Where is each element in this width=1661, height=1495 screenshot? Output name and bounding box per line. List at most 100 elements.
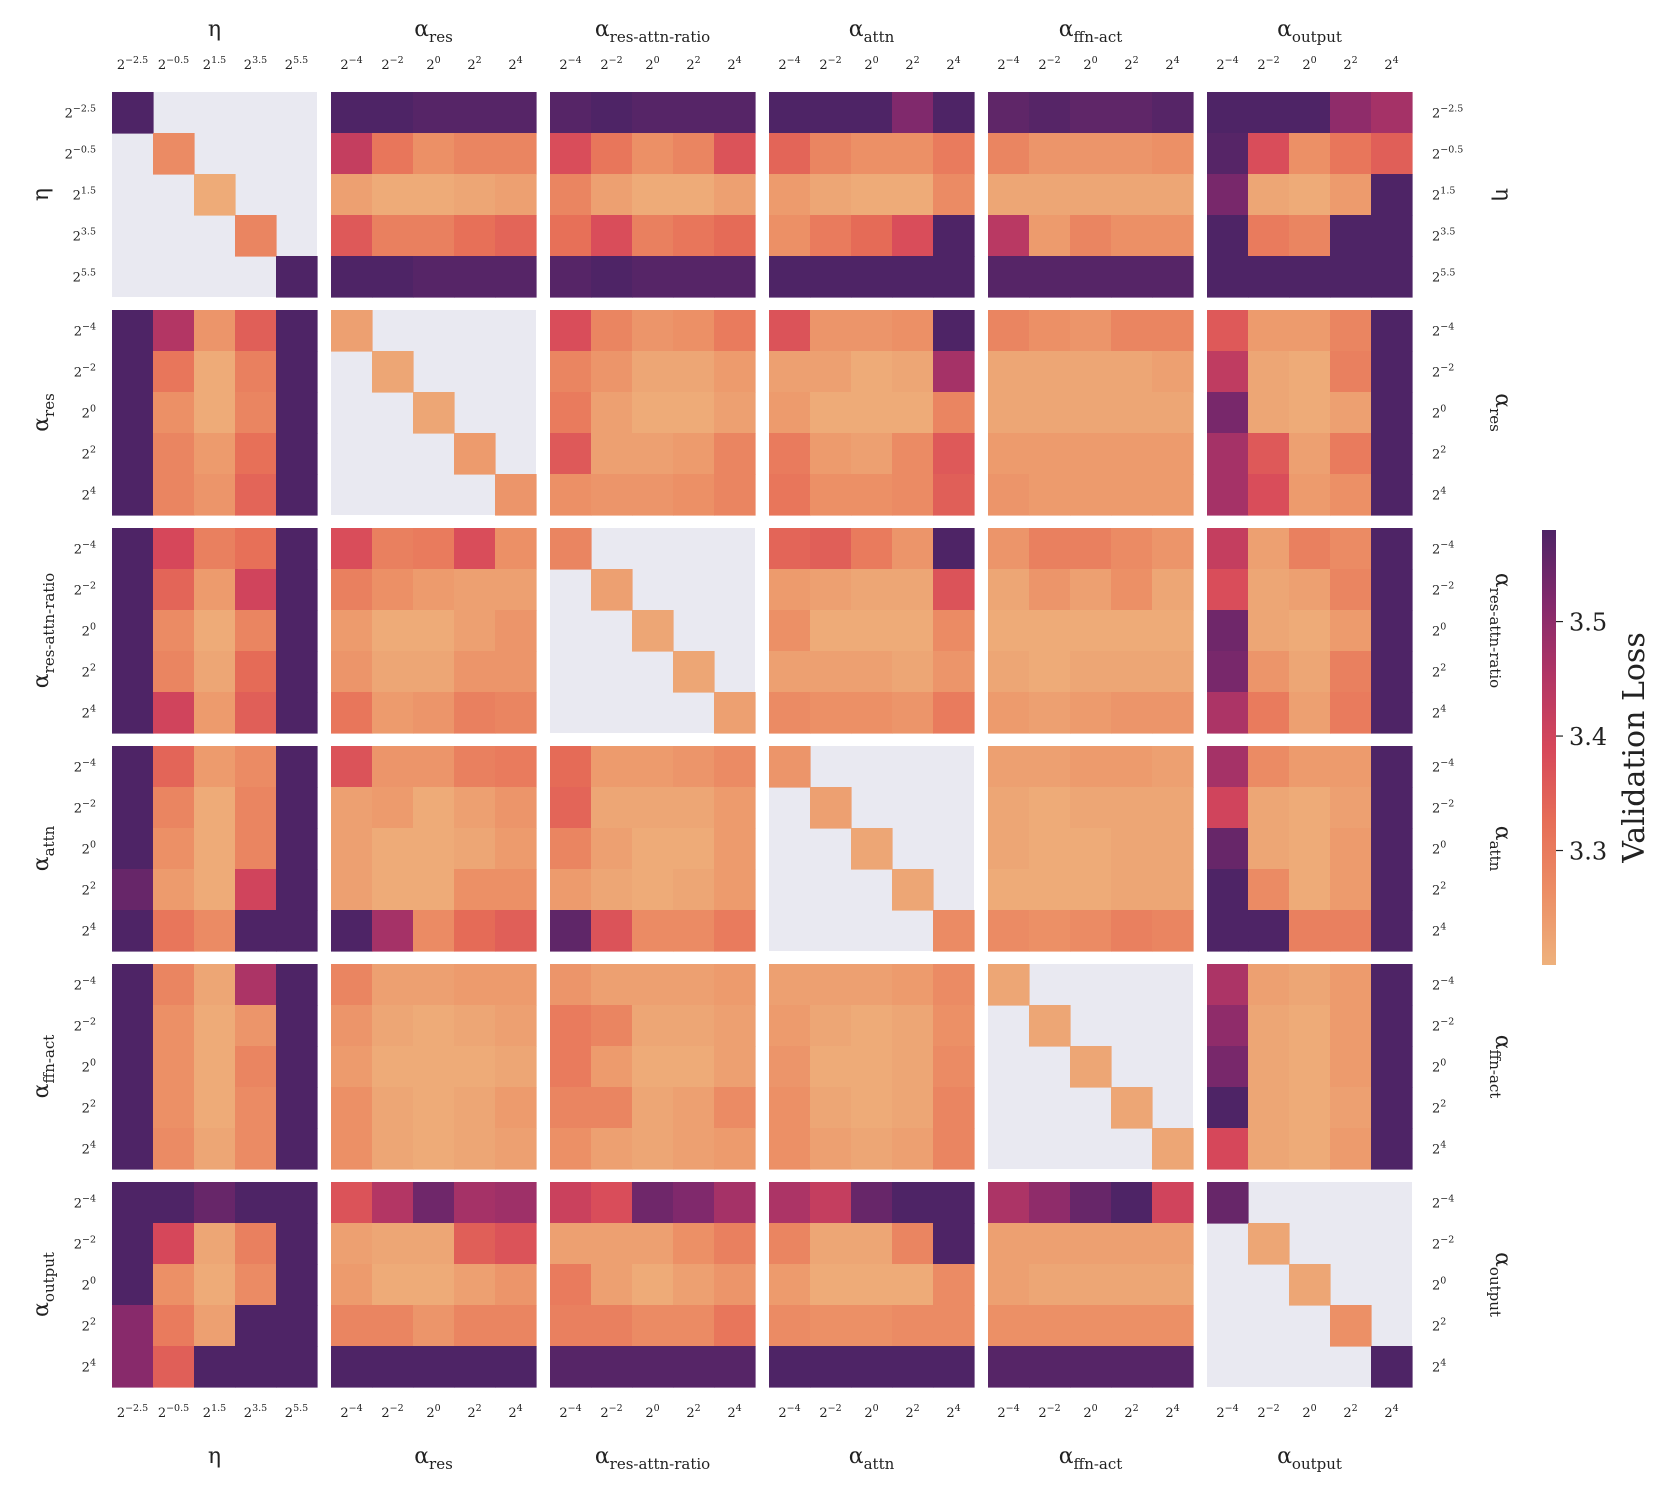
tick-exponent: 3.5 bbox=[252, 55, 267, 66]
left-tick-label: 24 bbox=[82, 1358, 96, 1376]
tick-base: 2 bbox=[1216, 58, 1224, 73]
tick-exponent: −4 bbox=[1440, 1194, 1454, 1205]
tick-exponent: 0 bbox=[90, 1276, 96, 1287]
heatmap-cell bbox=[1330, 256, 1372, 298]
param-subscript: ffn-act bbox=[1074, 28, 1123, 46]
heatmap-cell bbox=[851, 215, 893, 257]
heatmap-cell bbox=[851, 1305, 893, 1347]
heatmap-panel-eta-vs-eta bbox=[112, 92, 318, 298]
heatmap-cell bbox=[933, 174, 975, 216]
tick-base: 2 bbox=[864, 58, 872, 73]
left-tick-label: 2−2 bbox=[74, 363, 96, 381]
heatmap-cell bbox=[851, 828, 893, 870]
heatmap-cell bbox=[769, 569, 811, 611]
heatmap-cell bbox=[851, 351, 893, 393]
heatmap-cell bbox=[495, 964, 537, 1006]
left-tick-label: 2−2.5 bbox=[65, 104, 96, 122]
heatmap-cell bbox=[1371, 964, 1413, 1006]
top-tick-label: 2−0.5 bbox=[158, 55, 189, 73]
heatmap-cell bbox=[495, 1223, 537, 1265]
tick-base: 2 bbox=[1432, 625, 1440, 640]
tick-base: 2 bbox=[1432, 543, 1440, 558]
tick-base: 2 bbox=[1432, 148, 1440, 163]
bottom-tick-label: 2−4 bbox=[778, 1403, 800, 1421]
tick-exponent: −2 bbox=[1266, 1403, 1280, 1414]
heatmap-cell bbox=[153, 133, 195, 175]
left-tick-label: 24 bbox=[82, 704, 96, 722]
heatmap-cell bbox=[372, 1305, 414, 1347]
param-symbol: α bbox=[1277, 17, 1292, 42]
heatmap-cell bbox=[413, 133, 455, 175]
tick-base: 2 bbox=[82, 448, 90, 463]
heatmap-cell bbox=[851, 133, 893, 175]
top-tick-label: 20 bbox=[426, 55, 440, 73]
left-tick-label: 24 bbox=[82, 486, 96, 504]
heatmap-cell bbox=[1029, 692, 1071, 734]
heatmap-cell bbox=[1289, 787, 1331, 829]
tick-base: 2 bbox=[1432, 925, 1440, 940]
tick-base: 2 bbox=[778, 58, 786, 73]
heatmap-cell bbox=[454, 215, 496, 257]
heatmap-cell bbox=[331, 1087, 373, 1129]
param-subscript: output bbox=[1486, 1267, 1504, 1317]
left-param-label: αattn bbox=[29, 825, 58, 871]
tick-base: 2 bbox=[1432, 1143, 1440, 1158]
right-tick-label: 2−4 bbox=[1432, 322, 1454, 340]
top-tick-label: 22 bbox=[467, 55, 481, 73]
param-symbol: η bbox=[208, 1444, 221, 1469]
heatmap-cell bbox=[673, 215, 715, 257]
tick-base: 2 bbox=[1124, 1406, 1132, 1421]
heatmap-cell bbox=[851, 1005, 893, 1047]
heatmap-cell bbox=[153, 433, 195, 475]
heatmap-cell bbox=[1152, 528, 1194, 570]
tick-base: 2 bbox=[74, 325, 82, 340]
heatmap-panel-res-vs-out bbox=[1207, 310, 1413, 516]
heatmap-cell bbox=[372, 610, 414, 652]
heatmap-cell bbox=[550, 1223, 592, 1265]
param-symbol: α bbox=[849, 1444, 864, 1469]
heatmap-cell bbox=[591, 351, 633, 393]
heatmap-cell bbox=[550, 433, 592, 475]
heatmap-cell bbox=[1029, 174, 1071, 216]
param-subscript: output bbox=[1292, 28, 1342, 46]
heatmap-cell bbox=[1248, 787, 1290, 829]
heatmap-cell bbox=[331, 1128, 373, 1170]
heatmap-cell bbox=[851, 1087, 893, 1129]
left-tick-label: 2−4 bbox=[74, 758, 96, 776]
tick-base: 2 bbox=[1432, 761, 1440, 776]
heatmap-cell bbox=[988, 964, 1030, 1006]
tick-exponent: 2 bbox=[695, 55, 701, 66]
heatmap-cell bbox=[851, 92, 893, 134]
heatmap-cell bbox=[851, 1346, 893, 1388]
heatmap-cell bbox=[413, 1264, 455, 1306]
heatmap-cell bbox=[591, 1046, 633, 1088]
heatmap-cell bbox=[1029, 133, 1071, 175]
bottom-param-label: η bbox=[208, 1444, 221, 1469]
heatmap-cell bbox=[892, 528, 934, 570]
left-param-label: αffn-act bbox=[29, 1035, 58, 1099]
heatmap-cell bbox=[194, 651, 236, 693]
heatmap-cell bbox=[550, 1264, 592, 1306]
heatmap-cell bbox=[194, 610, 236, 652]
heatmap-cell bbox=[550, 351, 592, 393]
tick-exponent: 4 bbox=[1393, 55, 1399, 66]
heatmap-cell bbox=[632, 910, 674, 952]
left-tick-label: 20 bbox=[82, 1058, 96, 1076]
left-param-label: αres-attn-ratio bbox=[29, 573, 58, 688]
heatmap-cell bbox=[194, 569, 236, 611]
tick-exponent: −4 bbox=[349, 1403, 363, 1414]
tick-exponent: 0 bbox=[1092, 1403, 1098, 1414]
heatmap-cell bbox=[1289, 651, 1331, 693]
heatmap-cell bbox=[495, 92, 537, 134]
heatmap-cell bbox=[1029, 869, 1071, 911]
heatmap-cell bbox=[933, 610, 975, 652]
heatmap-cell bbox=[673, 1346, 715, 1388]
heatmap-cell bbox=[632, 433, 674, 475]
heatmap-cell bbox=[1152, 651, 1194, 693]
heatmap-cell bbox=[714, 787, 756, 829]
left-tick-label: 20 bbox=[82, 1276, 96, 1294]
top-tick-label: 22 bbox=[1343, 55, 1357, 73]
heatmap-cell bbox=[933, 256, 975, 298]
heatmap-cell bbox=[372, 964, 414, 1006]
heatmap-cell bbox=[1070, 528, 1112, 570]
